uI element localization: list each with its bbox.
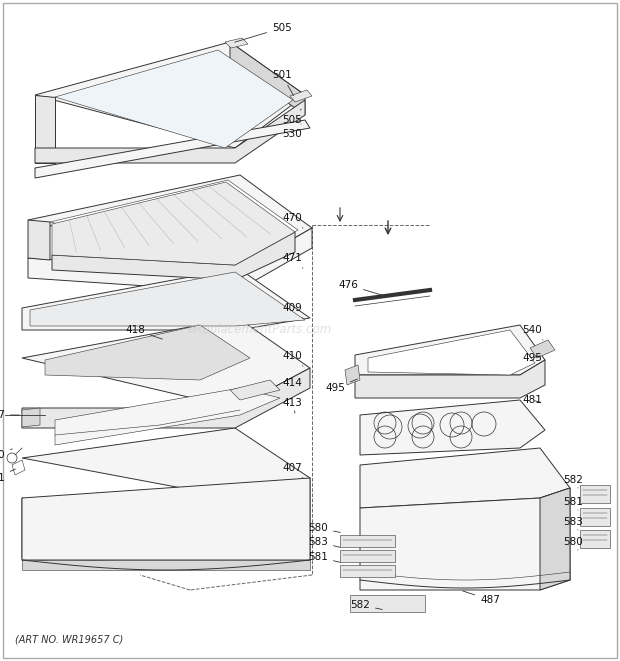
Text: 501: 501 <box>272 70 294 96</box>
Polygon shape <box>230 380 280 400</box>
Polygon shape <box>225 38 248 48</box>
Polygon shape <box>290 90 312 102</box>
Polygon shape <box>55 50 293 148</box>
Polygon shape <box>22 408 40 427</box>
Text: 401: 401 <box>0 469 16 483</box>
Polygon shape <box>230 42 305 115</box>
Text: 581: 581 <box>308 552 340 563</box>
Polygon shape <box>50 180 298 265</box>
Polygon shape <box>580 530 610 548</box>
Polygon shape <box>580 508 610 526</box>
Polygon shape <box>35 120 310 178</box>
Polygon shape <box>52 182 295 265</box>
Text: 481: 481 <box>522 395 542 405</box>
Polygon shape <box>35 95 55 163</box>
Polygon shape <box>368 330 535 375</box>
Text: 418: 418 <box>125 325 162 339</box>
Polygon shape <box>55 388 280 445</box>
Text: (ART NO. WR19657 C): (ART NO. WR19657 C) <box>15 635 123 645</box>
Text: 582: 582 <box>563 475 583 488</box>
Polygon shape <box>360 448 570 508</box>
Polygon shape <box>22 560 310 570</box>
Polygon shape <box>340 535 395 547</box>
Text: eReplacementParts.com: eReplacementParts.com <box>188 323 332 336</box>
Text: 495: 495 <box>522 353 542 363</box>
Text: 476: 476 <box>338 280 383 295</box>
Polygon shape <box>52 232 295 280</box>
Polygon shape <box>28 228 312 292</box>
Polygon shape <box>22 478 310 562</box>
Text: 580: 580 <box>563 537 583 550</box>
Polygon shape <box>22 428 310 498</box>
Polygon shape <box>35 42 305 148</box>
Text: 409: 409 <box>282 303 303 318</box>
Polygon shape <box>360 400 545 455</box>
Polygon shape <box>350 595 425 612</box>
Text: 400: 400 <box>0 449 12 460</box>
Text: 530: 530 <box>282 124 302 139</box>
Text: 540: 540 <box>522 325 543 340</box>
Text: 495: 495 <box>325 379 357 393</box>
Text: 581: 581 <box>563 497 583 510</box>
Text: 410: 410 <box>282 351 303 366</box>
Text: 487: 487 <box>463 591 500 605</box>
Polygon shape <box>28 175 312 272</box>
Text: 582: 582 <box>350 600 383 610</box>
Polygon shape <box>22 478 310 560</box>
Polygon shape <box>540 488 570 590</box>
Polygon shape <box>30 272 305 326</box>
Polygon shape <box>340 550 395 562</box>
Text: 407: 407 <box>282 463 303 478</box>
Text: 580: 580 <box>308 523 340 533</box>
Polygon shape <box>35 100 305 163</box>
Text: 413: 413 <box>282 398 302 413</box>
Polygon shape <box>22 268 310 330</box>
Polygon shape <box>355 325 545 375</box>
Polygon shape <box>530 340 555 358</box>
Polygon shape <box>345 365 360 385</box>
Polygon shape <box>580 485 610 503</box>
Text: 505: 505 <box>234 23 292 42</box>
Polygon shape <box>355 360 545 398</box>
Text: 471: 471 <box>282 253 303 268</box>
Polygon shape <box>360 488 570 590</box>
Text: 414: 414 <box>282 378 302 393</box>
Polygon shape <box>45 325 250 380</box>
Text: 505: 505 <box>282 109 302 125</box>
Polygon shape <box>22 368 310 428</box>
Polygon shape <box>22 318 310 408</box>
Polygon shape <box>340 565 395 577</box>
Polygon shape <box>28 220 50 260</box>
Text: 583: 583 <box>308 537 340 547</box>
Text: 417: 417 <box>0 410 19 420</box>
Text: 583: 583 <box>563 517 583 530</box>
Text: 470: 470 <box>282 213 303 228</box>
